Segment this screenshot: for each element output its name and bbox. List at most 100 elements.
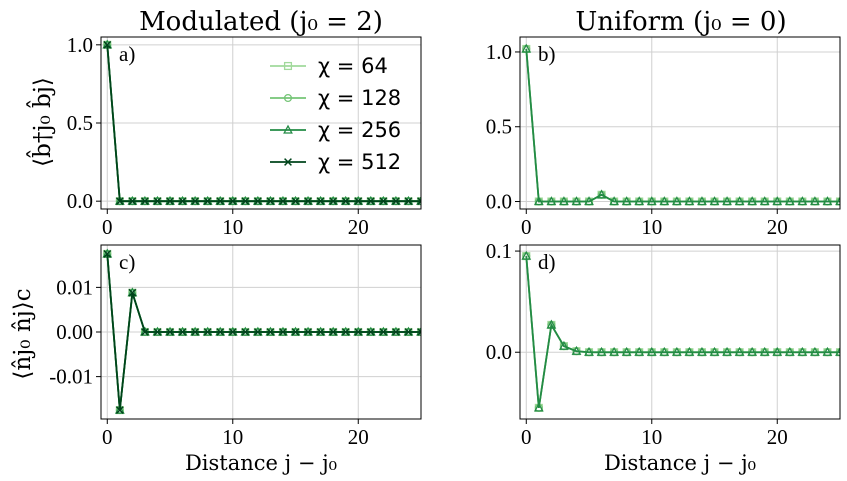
marker-chi256 — [646, 196, 657, 206]
legend-item-chi64: χ = 64 — [270, 54, 388, 78]
marker-chi256 — [835, 346, 840, 356]
marker-chi512 — [166, 328, 174, 336]
legend-marker-chi256 — [283, 124, 293, 134]
legend-item-chi512: χ = 512 — [270, 150, 401, 174]
marker-chi256 — [759, 346, 770, 356]
marker-chi256 — [584, 196, 594, 206]
marker-chi256 — [546, 319, 557, 329]
y-tick-label: 0.01 — [56, 275, 93, 299]
marker-chi256 — [784, 196, 795, 206]
marker-chi512 — [417, 328, 421, 336]
series-line-chi64 — [525, 256, 840, 409]
marker-chi256 — [722, 346, 732, 356]
x-tick-label: 0 — [521, 425, 532, 449]
marker-chi256 — [822, 346, 833, 356]
series-line-chi256 — [525, 48, 840, 203]
marker-chi512 — [191, 197, 200, 206]
marker-chi256 — [747, 346, 758, 356]
marker-chi512 — [279, 328, 287, 336]
marker-chi256 — [709, 346, 720, 356]
marker-chi512 — [354, 197, 363, 206]
panel-3: 0 10 20 0.0 0.1 d) — [486, 239, 841, 449]
marker-chi512 — [253, 328, 262, 336]
marker-chi512 — [128, 288, 137, 297]
y-tick-label: 0.00 — [56, 320, 93, 344]
y-tick-label: 1.0 — [486, 40, 512, 64]
ylabel-top: ⟨b̂†j₀ b̂j⟩ — [27, 77, 56, 167]
marker-chi256 — [646, 346, 657, 356]
marker-chi512 — [366, 197, 375, 206]
x-tick-label: 10 — [222, 425, 243, 449]
marker-chi256 — [584, 346, 594, 356]
marker-chi256 — [822, 196, 833, 206]
marker-chi256 — [722, 196, 732, 206]
x-tick-label: 0 — [521, 215, 532, 239]
marker-chi512 — [228, 328, 237, 336]
marker-chi512 — [379, 328, 388, 336]
marker-chi512 — [103, 40, 112, 49]
marker-chi512 — [191, 328, 200, 336]
marker-chi512 — [241, 197, 250, 206]
y-tick-label: -0.01 — [49, 365, 93, 389]
marker-chi256 — [810, 196, 820, 206]
marker-chi512 — [341, 328, 350, 336]
marker-chi512 — [178, 328, 187, 336]
marker-chi512 — [216, 328, 225, 336]
x-tick-label: 20 — [348, 425, 369, 449]
series-line-chi128 — [525, 48, 840, 203]
marker-chi256 — [521, 250, 532, 260]
marker-chi512 — [266, 197, 275, 206]
marker-chi256 — [114, 404, 125, 414]
series-line-chi64 — [525, 48, 840, 203]
marker-chi512 — [304, 328, 312, 336]
series-group — [102, 248, 421, 415]
marker-chi256 — [609, 346, 620, 356]
x-tick-label: 20 — [348, 215, 369, 239]
marker-chi256 — [596, 346, 607, 356]
marker-chi512 — [354, 328, 363, 336]
marker-chi256 — [709, 196, 720, 206]
marker-chi512 — [203, 197, 212, 206]
marker-chi512 — [153, 197, 162, 206]
ylabel-bottom: ⟨n̂j₀ n̂j⟩c — [10, 288, 36, 379]
marker-chi512 — [241, 328, 250, 336]
marker-chi256 — [533, 402, 544, 412]
series-group — [521, 43, 840, 206]
x-tick-label: 0 — [102, 215, 113, 239]
marker-chi512 — [153, 328, 162, 336]
marker-chi512 — [404, 197, 413, 206]
legend-label: χ = 128 — [318, 86, 401, 110]
marker-chi512 — [304, 197, 312, 206]
marker-chi256 — [634, 196, 645, 206]
marker-chi256 — [684, 196, 695, 206]
marker-chi512 — [329, 328, 338, 336]
marker-chi512 — [216, 197, 225, 206]
legend-label: χ = 512 — [318, 150, 401, 174]
series-group — [102, 39, 421, 206]
marker-chi256 — [621, 196, 632, 206]
y-tick-label: 1.0 — [67, 33, 93, 57]
y-tick-label: 0.0 — [486, 190, 512, 214]
legend-marker-chi128 — [283, 93, 293, 103]
marker-chi512 — [178, 197, 187, 206]
marker-chi256 — [697, 196, 707, 206]
marker-chi512 — [391, 328, 400, 336]
marker-chi512 — [253, 197, 262, 206]
marker-chi256 — [734, 196, 745, 206]
marker-chi256 — [521, 43, 532, 53]
marker-chi512 — [103, 249, 112, 258]
marker-chi256 — [759, 196, 770, 206]
marker-chi512 — [404, 328, 413, 336]
marker-chi256 — [546, 196, 557, 206]
series-line-chi512 — [106, 44, 421, 203]
axes-frame — [519, 36, 841, 210]
panels: 0 10 20 0.0 0.5 1.0 a) 0 10 20 0.0 0.5 1.0 b) 0 10 20 -0.… — [49, 33, 841, 449]
marker-chi256 — [697, 346, 707, 356]
marker-chi256 — [596, 189, 607, 199]
legend-item-chi128: χ = 128 — [270, 86, 401, 110]
x-tick-label: 10 — [641, 425, 662, 449]
series-line-chi128 — [525, 256, 840, 409]
y-tick-label: 0.5 — [486, 115, 512, 139]
marker-chi256 — [797, 196, 808, 206]
